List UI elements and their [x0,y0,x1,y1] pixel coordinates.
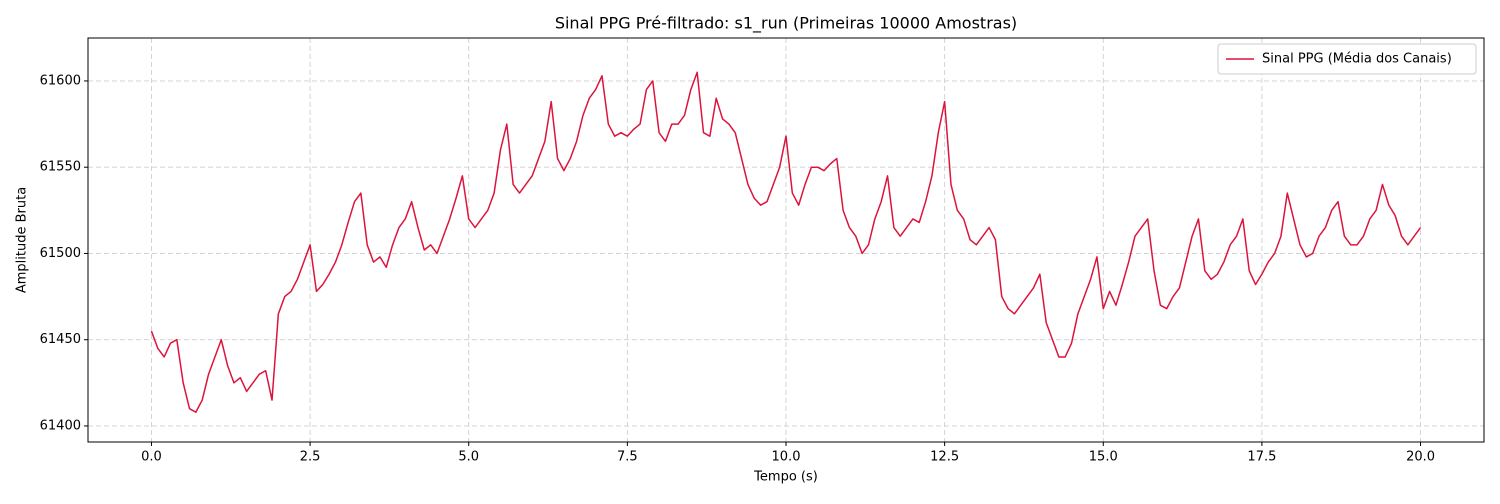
legend-label: Sinal PPG (Média dos Canais) [1262,52,1452,67]
x-axis-label: Tempo (s) [753,470,818,485]
x-tick-label: 15.0 [1089,450,1118,465]
x-tick-label: 20.0 [1406,450,1435,465]
x-tick-label: 17.5 [1247,450,1276,465]
x-tick-label: 2.5 [300,450,321,465]
chart-title: Sinal PPG Pré-filtrado: s1_run (Primeira… [555,14,1017,34]
y-tick-label: 61450 [40,332,81,347]
y-axis-label: Amplitude Bruta [15,187,30,293]
plot-frame [87,37,1485,443]
y-tick-label: 61550 [40,160,81,175]
x-tick-label: 5.0 [458,450,479,465]
x-tick-label: 7.5 [617,450,638,465]
legend-box [1217,43,1477,75]
y-tick-label: 61400 [40,418,81,433]
y-tick-label: 61500 [40,246,81,261]
y-tick-label: 61600 [40,73,81,88]
x-tick-label: 0.0 [141,450,162,465]
x-tick-label: 12.5 [930,450,959,465]
data-line [150,71,1422,413]
x-tick-label: 10.0 [772,450,801,465]
